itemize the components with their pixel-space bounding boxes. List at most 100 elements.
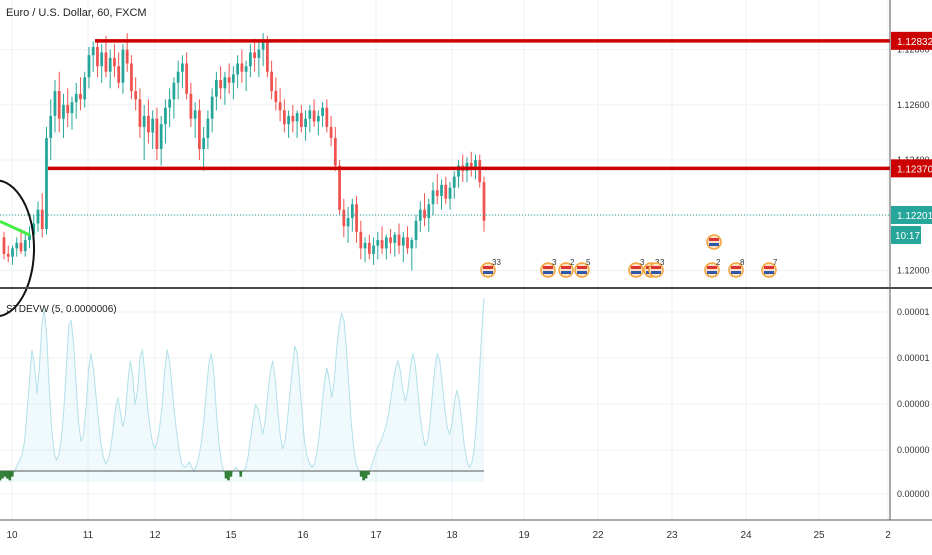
candle-down xyxy=(198,99,201,161)
candle-down xyxy=(270,60,273,100)
candle-body xyxy=(91,46,95,56)
event-count: 7 xyxy=(773,258,778,267)
candle-body xyxy=(308,110,312,119)
candle-body xyxy=(452,176,456,188)
candle-down xyxy=(423,193,426,227)
candle-down xyxy=(2,231,6,260)
candle-body xyxy=(219,80,223,89)
candle-up xyxy=(100,44,104,83)
candle-body xyxy=(248,52,252,67)
candle-up xyxy=(248,44,252,78)
candle-down xyxy=(147,99,150,144)
candle-down xyxy=(96,38,99,78)
time-tick-label: 19 xyxy=(518,530,530,541)
candle-body xyxy=(57,91,61,119)
candle-up xyxy=(316,110,320,136)
below-threshold-mark xyxy=(3,470,7,477)
candle-up xyxy=(410,237,414,271)
below-threshold-mark xyxy=(6,470,9,479)
price-badge-label: 1.12832 xyxy=(897,37,932,48)
candle-body xyxy=(295,113,299,122)
below-threshold-mark xyxy=(8,470,12,481)
candle-body xyxy=(74,93,78,103)
candle-body xyxy=(406,237,409,249)
candle-body xyxy=(236,63,240,75)
candle-up xyxy=(210,88,214,133)
candle-down xyxy=(6,245,10,263)
candle-body xyxy=(261,41,265,50)
candle-body xyxy=(79,93,82,100)
candle-down xyxy=(397,223,401,254)
candle-up xyxy=(36,201,40,232)
candle-up xyxy=(350,198,354,232)
candle-down xyxy=(130,55,133,100)
candle-down xyxy=(134,77,138,111)
event-icon-stripe xyxy=(651,266,661,269)
event-icon: 7 xyxy=(761,258,778,278)
candle-body xyxy=(410,240,414,249)
event-icon-stripe xyxy=(707,266,717,269)
candle-up xyxy=(440,179,443,210)
event-icon-stripe xyxy=(764,271,774,274)
candle-body xyxy=(53,91,57,116)
candle-body xyxy=(113,57,116,67)
candle-body xyxy=(448,187,452,199)
candle-body xyxy=(210,96,214,119)
event-icon: 2 xyxy=(558,258,575,278)
candle-body xyxy=(70,102,74,114)
candle-body xyxy=(215,80,218,97)
below-threshold-mark xyxy=(10,470,14,477)
below-threshold-mark xyxy=(367,470,370,475)
candle-body xyxy=(189,93,193,119)
candle-body xyxy=(304,118,307,127)
event-icon: 3 xyxy=(540,258,557,278)
candle-body xyxy=(440,184,443,196)
event-icon-stripe xyxy=(577,266,587,269)
candle-body xyxy=(15,242,19,249)
candle-body xyxy=(83,77,87,100)
candle-body xyxy=(427,204,431,219)
candle-body xyxy=(397,234,401,246)
indicator-tick-label: 0.00001 xyxy=(897,353,930,363)
candle-up xyxy=(83,71,87,108)
candle-body xyxy=(376,240,380,246)
below-threshold-mark xyxy=(227,470,230,481)
candle-body xyxy=(342,209,346,227)
event-count: 5 xyxy=(586,258,591,267)
event-icon xyxy=(706,234,722,250)
price-badge: 1.12201 xyxy=(891,205,932,224)
event-count: 8 xyxy=(740,258,745,267)
candle-up xyxy=(159,115,163,166)
candle-up xyxy=(295,110,299,138)
time-tick-label: 25 xyxy=(813,530,825,541)
candle-body xyxy=(198,110,201,150)
candle-up xyxy=(172,77,176,119)
candle-body xyxy=(282,110,286,125)
candle-down xyxy=(329,115,333,147)
candle-body xyxy=(444,184,448,199)
candle-up xyxy=(74,82,78,119)
candle-body xyxy=(96,46,99,67)
candle-up xyxy=(414,215,418,249)
price-tick-label: 1.12000 xyxy=(897,265,930,275)
time-tick-label: 17 xyxy=(370,530,382,541)
candle-body xyxy=(244,66,248,72)
candle-body xyxy=(232,74,235,83)
candle-body xyxy=(389,237,392,243)
indicator-area-layer xyxy=(0,298,485,482)
candle-down xyxy=(478,154,482,188)
candle-up xyxy=(193,102,197,138)
event-icon-stripe xyxy=(543,271,553,274)
candle-up xyxy=(321,102,324,127)
event-count: 3 xyxy=(552,258,557,267)
candle-body xyxy=(227,77,231,83)
event-icon-stripe xyxy=(631,266,641,269)
candle-down xyxy=(227,63,231,94)
candle-up xyxy=(457,160,460,188)
candle-down xyxy=(444,176,448,205)
event-icon: 33 xyxy=(480,258,501,278)
candle-body xyxy=(45,137,48,230)
candle-body xyxy=(312,110,316,122)
candle-up xyxy=(232,66,235,100)
candle-body xyxy=(265,41,269,72)
